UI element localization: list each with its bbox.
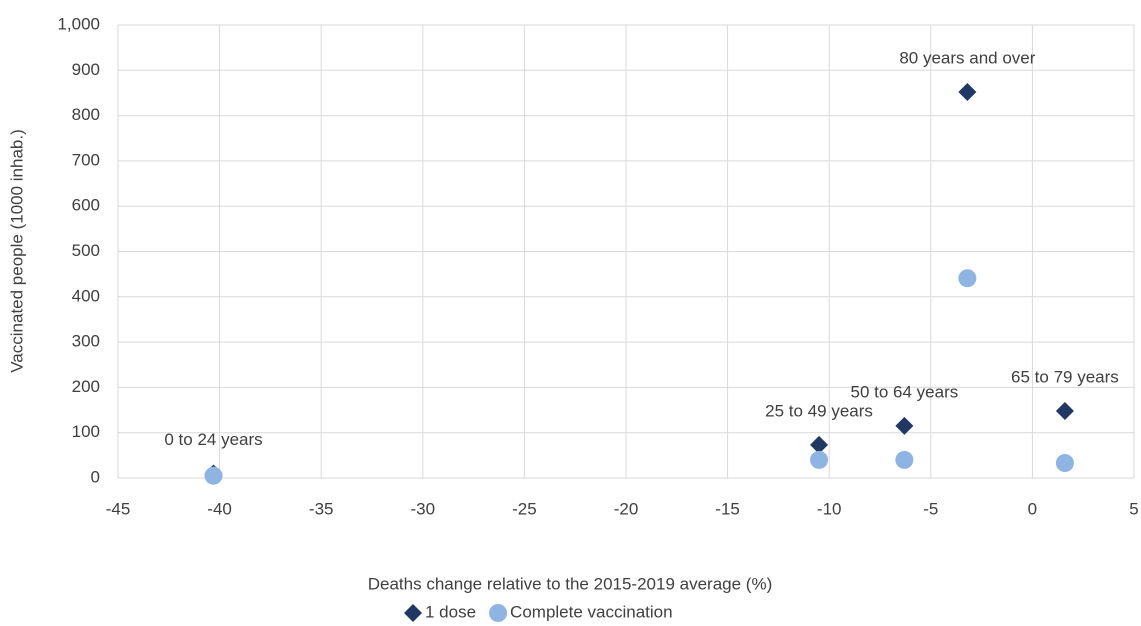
y-axis-title: Vaccinated people (1000 inhab.) (7, 129, 26, 373)
point (810, 435, 829, 454)
point (958, 269, 977, 288)
point-label: 0 to 24 years (164, 430, 262, 449)
y-tick-label: 600 (72, 196, 100, 215)
x-tick-label: -10 (817, 499, 842, 518)
x-tick-label: -30 (411, 499, 436, 518)
x-tick-label: -20 (614, 499, 639, 518)
point (1055, 401, 1074, 420)
x-tick-label: -15 (715, 499, 740, 518)
legend-marker (404, 604, 422, 622)
point (895, 416, 914, 435)
legend-label: Complete vaccination (510, 602, 673, 621)
x-tick-label: -25 (512, 499, 537, 518)
point-label: 65 to 79 years (1011, 367, 1119, 386)
x-tick-label: 0 (1028, 499, 1037, 518)
y-tick-label: 500 (72, 241, 100, 260)
y-tick-label: 1,000 (57, 14, 100, 33)
legend-marker (489, 604, 508, 622)
legend-label: 1 dose (425, 602, 476, 621)
y-tick-label: 200 (72, 377, 100, 396)
y-tick-label: 800 (72, 105, 100, 124)
y-tick-label: 400 (72, 286, 100, 305)
x-axis-title: Deaths change relative to the 2015-2019 … (368, 574, 772, 593)
point-label: 50 to 64 years (851, 382, 959, 401)
x-tick-label: -35 (309, 499, 334, 518)
point (204, 466, 223, 485)
x-tick-label: -45 (106, 499, 131, 518)
y-tick-label: 0 (91, 467, 100, 486)
y-tick-label: 900 (72, 60, 100, 79)
x-tick-label: -5 (923, 499, 938, 518)
point-label: 25 to 49 years (765, 401, 873, 420)
x-tick-label: 5 (1129, 499, 1138, 518)
point (895, 450, 914, 469)
point (810, 450, 829, 469)
point-label: 80 years and over (899, 49, 1035, 68)
x-tick-label: -40 (207, 499, 232, 518)
y-tick-label: 100 (72, 422, 100, 441)
point (1055, 454, 1074, 473)
y-tick-label: 700 (72, 150, 100, 169)
y-tick-label: 300 (72, 332, 100, 351)
point (958, 83, 977, 102)
